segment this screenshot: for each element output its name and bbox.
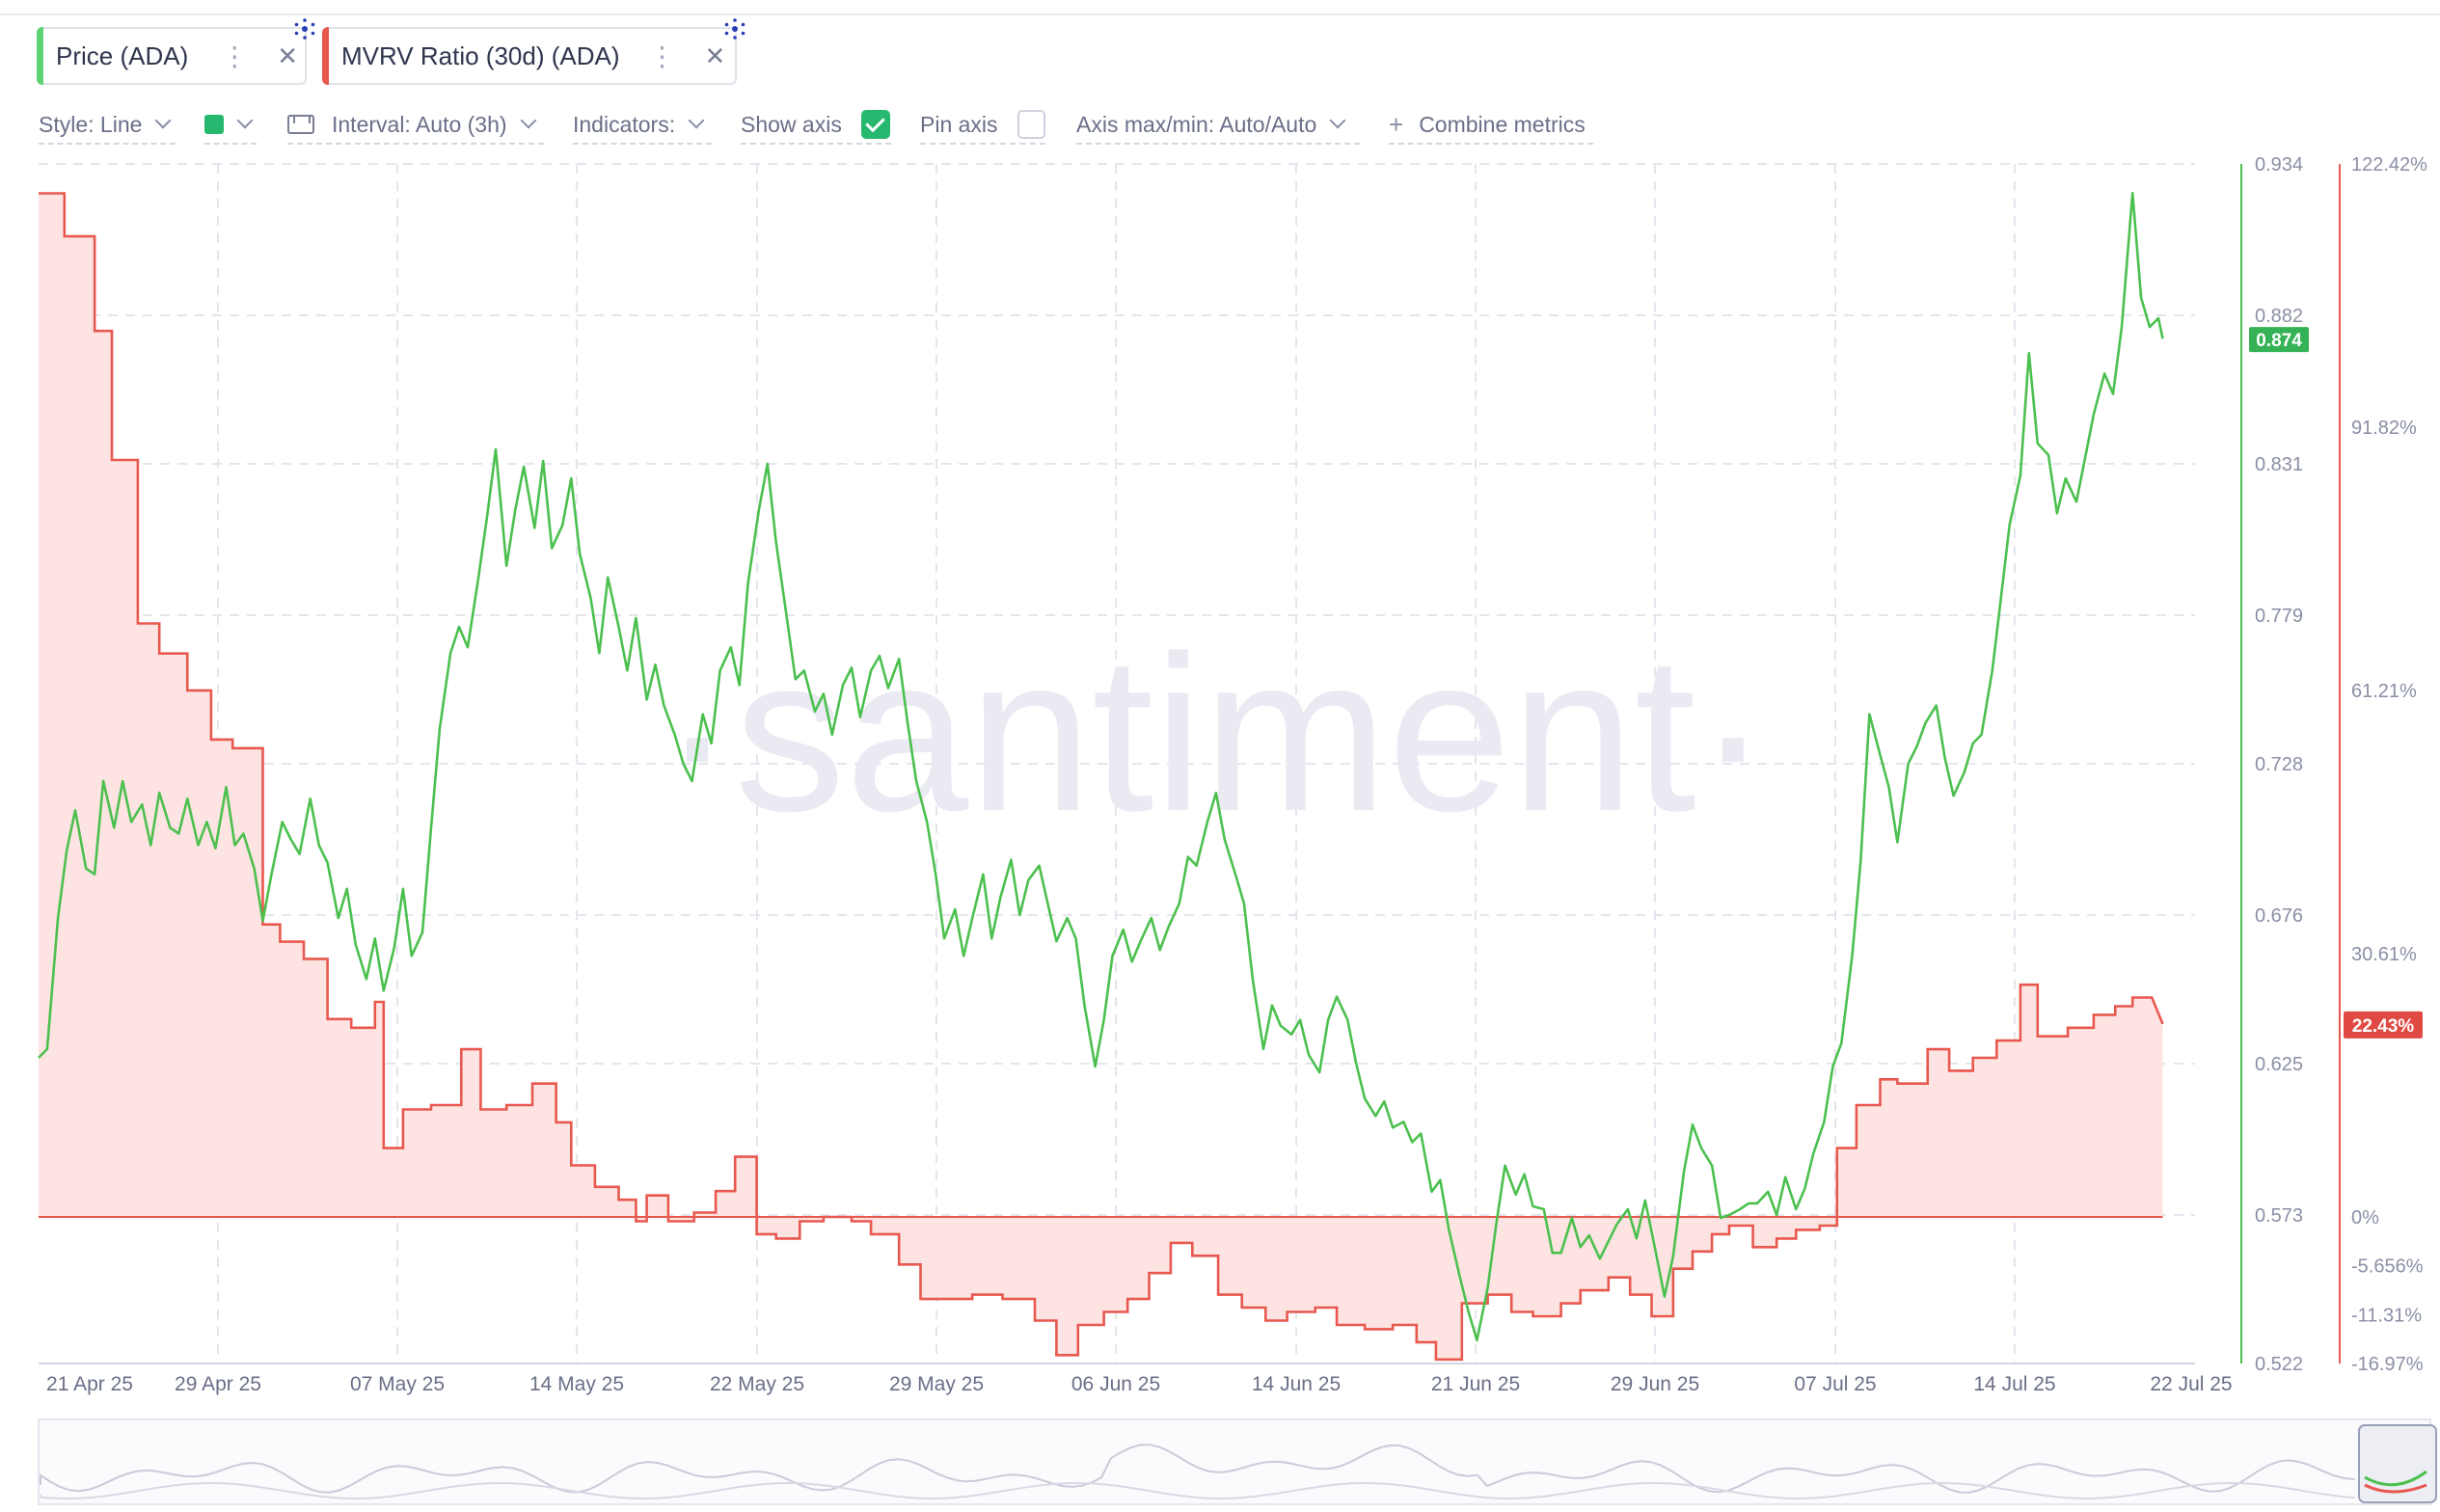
x-tick-label: 07 Jul 25 bbox=[1794, 1373, 1876, 1395]
tab-menu-icon[interactable]: ⋮ bbox=[648, 40, 676, 71]
metric-tab-price[interactable]: Price (ADA) ⋮ ✕ bbox=[37, 18, 315, 85]
y-tick-right-label: 30.61% bbox=[2351, 944, 2417, 965]
y-tick-right-label: -16.97% bbox=[2351, 1354, 2424, 1375]
price-last-badge bbox=[2249, 327, 2309, 353]
color-swatch bbox=[204, 115, 224, 134]
top-divider bbox=[0, 0, 2440, 15]
pin-axis-toggle[interactable]: Pin axis bbox=[920, 106, 1045, 145]
mvrv-series-line bbox=[39, 192, 2164, 1362]
y-tick-left-label: 0.934 bbox=[2255, 154, 2303, 176]
y-tick-right-label: 61.21% bbox=[2351, 681, 2417, 702]
chevron-down-icon bbox=[688, 112, 705, 129]
axis-maxmin-dropdown[interactable]: Axis max/min: Auto/Auto bbox=[1076, 106, 1360, 145]
x-tick-label: 06 Jun 25 bbox=[1071, 1373, 1160, 1395]
x-tick-label: 14 May 25 bbox=[529, 1373, 624, 1395]
y-tick-left-label: 0.573 bbox=[2255, 1205, 2303, 1227]
indicators-dropdown[interactable]: Indicators: bbox=[573, 106, 712, 145]
x-tick-label: 14 Jul 25 bbox=[1973, 1373, 2055, 1395]
x-tick-label: 14 Jun 25 bbox=[1252, 1373, 1341, 1395]
y-tick-right-label: 122.42% bbox=[2351, 154, 2427, 176]
y-tick-right-label: 0% bbox=[2351, 1207, 2379, 1228]
navigator-overview-line bbox=[40, 1444, 2356, 1494]
y-tick-left-label: 0.882 bbox=[2255, 306, 2303, 327]
chevron-down-icon bbox=[520, 112, 537, 129]
metric-tab-label: MVRV Ratio (30d) (ADA) bbox=[341, 40, 620, 70]
ruler-icon bbox=[287, 115, 314, 134]
mvrv-last-badge bbox=[2344, 1011, 2423, 1039]
show-axis-toggle[interactable]: Show axis bbox=[741, 106, 891, 145]
price-series-line bbox=[38, 191, 2164, 1342]
metric-tab-mvrv[interactable]: MVRV Ratio (30d) (ADA) ⋮ ✕ bbox=[322, 18, 746, 85]
x-tick-label: 29 May 25 bbox=[889, 1373, 984, 1395]
interval-label: Interval: Auto (3h) bbox=[332, 111, 507, 137]
interval-dropdown[interactable]: Interval: Auto (3h) bbox=[287, 106, 544, 145]
style-dropdown[interactable]: Style: Line bbox=[39, 106, 176, 145]
tab-menu-icon[interactable]: ⋮ bbox=[221, 40, 249, 71]
range-navigator[interactable] bbox=[0, 1418, 2440, 1512]
price-mvrv-chart[interactable]: ·santiment· 0.934 0.882 0.831 0.779 0.728 0.6… bbox=[0, 154, 2440, 1408]
watermark: ·santiment· bbox=[661, 609, 1770, 857]
y-tick-left-label: 0.779 bbox=[2255, 606, 2303, 627]
navigator-frame bbox=[38, 1418, 2431, 1505]
y-tick-left-label: 0.522 bbox=[2255, 1354, 2303, 1375]
chevron-down-icon bbox=[236, 112, 254, 129]
navigator-price-line bbox=[2364, 1470, 2427, 1487]
plus-icon: + bbox=[1389, 109, 1404, 139]
metric-color-bar bbox=[37, 27, 43, 85]
chevron-down-icon bbox=[1329, 112, 1346, 129]
navigator-mvrv-line bbox=[2364, 1483, 2427, 1494]
x-tick-label: 21 Jun 25 bbox=[1431, 1373, 1520, 1395]
price-last-value: 0.874 bbox=[2256, 331, 2302, 351]
y-tick-right-label: -5.656% bbox=[2351, 1256, 2424, 1278]
x-tick-label: 22 May 25 bbox=[710, 1373, 804, 1395]
y-tick-right-label: -11.31% bbox=[2351, 1305, 2422, 1326]
pin-axis-label: Pin axis bbox=[920, 111, 998, 137]
y-tick-left-label: 0.625 bbox=[2255, 1054, 2303, 1075]
x-tick-label: 07 May 25 bbox=[350, 1373, 445, 1395]
cardano-icon bbox=[294, 18, 315, 40]
x-tick-label: 21 Apr 25 bbox=[46, 1373, 133, 1395]
x-tick-label: 22 Jul 25 bbox=[2150, 1373, 2232, 1395]
metric-color-bar bbox=[322, 27, 329, 85]
show-axis-checkbox[interactable] bbox=[860, 110, 890, 139]
indicators-label: Indicators: bbox=[573, 111, 676, 137]
metric-tab-label: Price (ADA) bbox=[56, 40, 189, 70]
chevron-down-icon bbox=[154, 112, 172, 129]
axis-maxmin-label: Axis max/min: Auto/Auto bbox=[1076, 111, 1317, 137]
y-tick-left-label: 0.676 bbox=[2255, 905, 2303, 927]
mvrv-last-value: 22.43% bbox=[2352, 1016, 2415, 1037]
combine-metrics-label: Combine metrics bbox=[1419, 111, 1586, 137]
x-tick-label: 29 Apr 25 bbox=[175, 1373, 261, 1395]
navigator-overview-line bbox=[40, 1481, 2356, 1500]
y-tick-left-label: 0.831 bbox=[2255, 454, 2303, 475]
show-axis-label: Show axis bbox=[741, 111, 842, 137]
color-picker[interactable] bbox=[204, 106, 257, 145]
style-label: Style: Line bbox=[39, 111, 143, 137]
combine-metrics-button[interactable]: + Combine metrics bbox=[1389, 106, 1593, 145]
y-tick-right-label: 91.82% bbox=[2351, 418, 2417, 439]
close-icon[interactable]: ✕ bbox=[704, 40, 726, 70]
cardano-icon bbox=[724, 18, 746, 40]
y-tick-left-label: 0.728 bbox=[2255, 754, 2303, 775]
close-icon[interactable]: ✕ bbox=[277, 40, 299, 70]
pin-axis-checkbox[interactable] bbox=[1017, 110, 1045, 139]
x-tick-label: 29 Jun 25 bbox=[1611, 1373, 1699, 1395]
